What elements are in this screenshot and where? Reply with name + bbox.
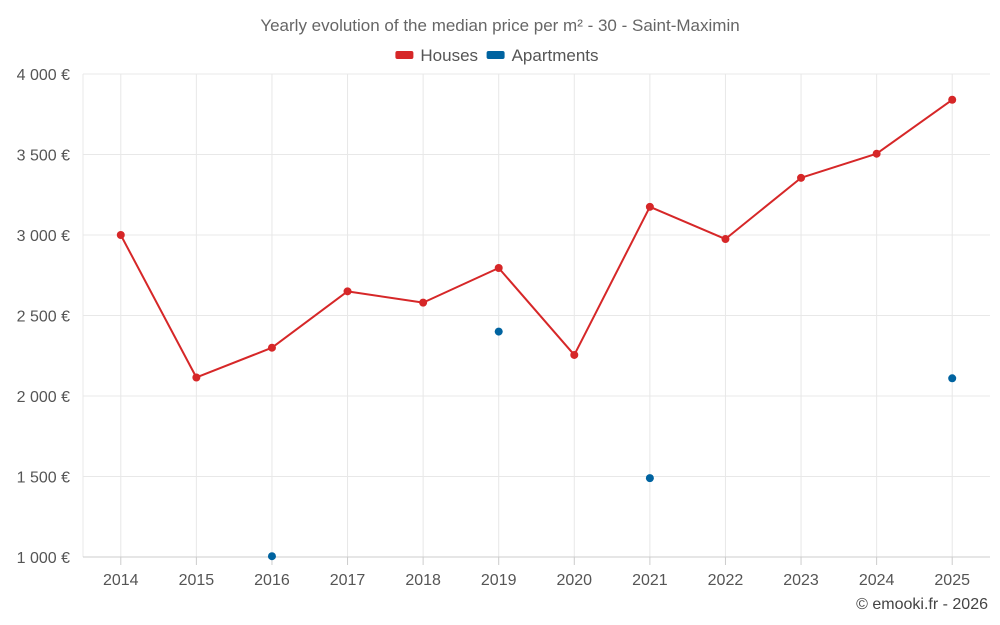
y-tick-label: 2 000 €: [17, 389, 70, 406]
x-tick-label: 2021: [632, 572, 668, 589]
apartments-point[interactable]: [267, 552, 276, 561]
x-tick-label: 2023: [783, 572, 819, 589]
chart-title: Yearly evolution of the median price per…: [260, 16, 739, 35]
x-tick-label: 2020: [556, 572, 592, 589]
apartments-point[interactable]: [494, 327, 503, 336]
houses-point[interactable]: [343, 287, 352, 296]
x-tick-label: 2016: [254, 572, 290, 589]
houses-point[interactable]: [948, 95, 957, 104]
houses-point[interactable]: [721, 235, 730, 244]
grid: [82, 73, 990, 557]
x-tick-label: 2017: [330, 572, 366, 589]
houses-point[interactable]: [192, 373, 201, 382]
houses-point[interactable]: [419, 298, 428, 307]
x-tick-label: 2022: [708, 572, 744, 589]
houses-point[interactable]: [494, 264, 503, 273]
x-tick-label: 2025: [934, 572, 970, 589]
axes: 1 000 € 1 500 € 2 000 € 2 500 € 3 000 € 3 500…: [17, 67, 990, 589]
houses-point[interactable]: [797, 173, 806, 182]
x-tick-label: 2018: [405, 572, 441, 589]
houses-point[interactable]: [267, 343, 276, 352]
series-layer: [116, 95, 957, 561]
x-tick-label: 2019: [481, 572, 517, 589]
legend-swatch-apartments: [486, 51, 505, 59]
houses-point[interactable]: [645, 202, 654, 211]
houses-point[interactable]: [116, 231, 125, 239]
houses-point[interactable]: [570, 350, 579, 359]
y-tick-label: 1 500 €: [17, 470, 70, 487]
x-tick-label: 2014: [103, 572, 139, 589]
x-tick-label: 2015: [179, 572, 215, 589]
y-tick-label: 2 500 €: [17, 309, 70, 326]
credit-text: © emooki.fr - 2026: [856, 596, 988, 613]
legend-label-houses[interactable]: Houses: [420, 46, 478, 65]
y-tick-label: 4 000 €: [17, 67, 70, 84]
y-tick-label: 3 000 €: [17, 228, 70, 245]
legend-label-apartments[interactable]: Apartments: [512, 46, 599, 65]
legend: Houses Apartments: [395, 46, 599, 65]
y-tick-label: 1 000 €: [17, 550, 70, 567]
x-tick-label: 2024: [859, 572, 895, 589]
apartments-point[interactable]: [645, 474, 654, 483]
y-tick-label: 3 500 €: [17, 148, 70, 165]
houses-point[interactable]: [872, 149, 881, 158]
houses-series-line: [119, 98, 953, 379]
apartments-point[interactable]: [948, 374, 957, 383]
legend-swatch-houses: [395, 51, 414, 59]
